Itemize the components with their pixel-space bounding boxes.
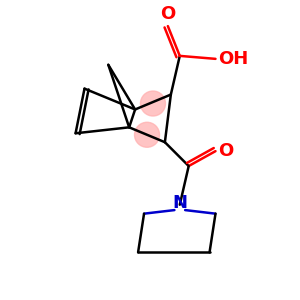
Text: O: O — [218, 142, 233, 160]
Text: OH: OH — [218, 50, 248, 68]
Text: O: O — [160, 4, 176, 22]
Circle shape — [140, 91, 166, 116]
Text: N: N — [172, 194, 187, 212]
Circle shape — [134, 122, 160, 147]
